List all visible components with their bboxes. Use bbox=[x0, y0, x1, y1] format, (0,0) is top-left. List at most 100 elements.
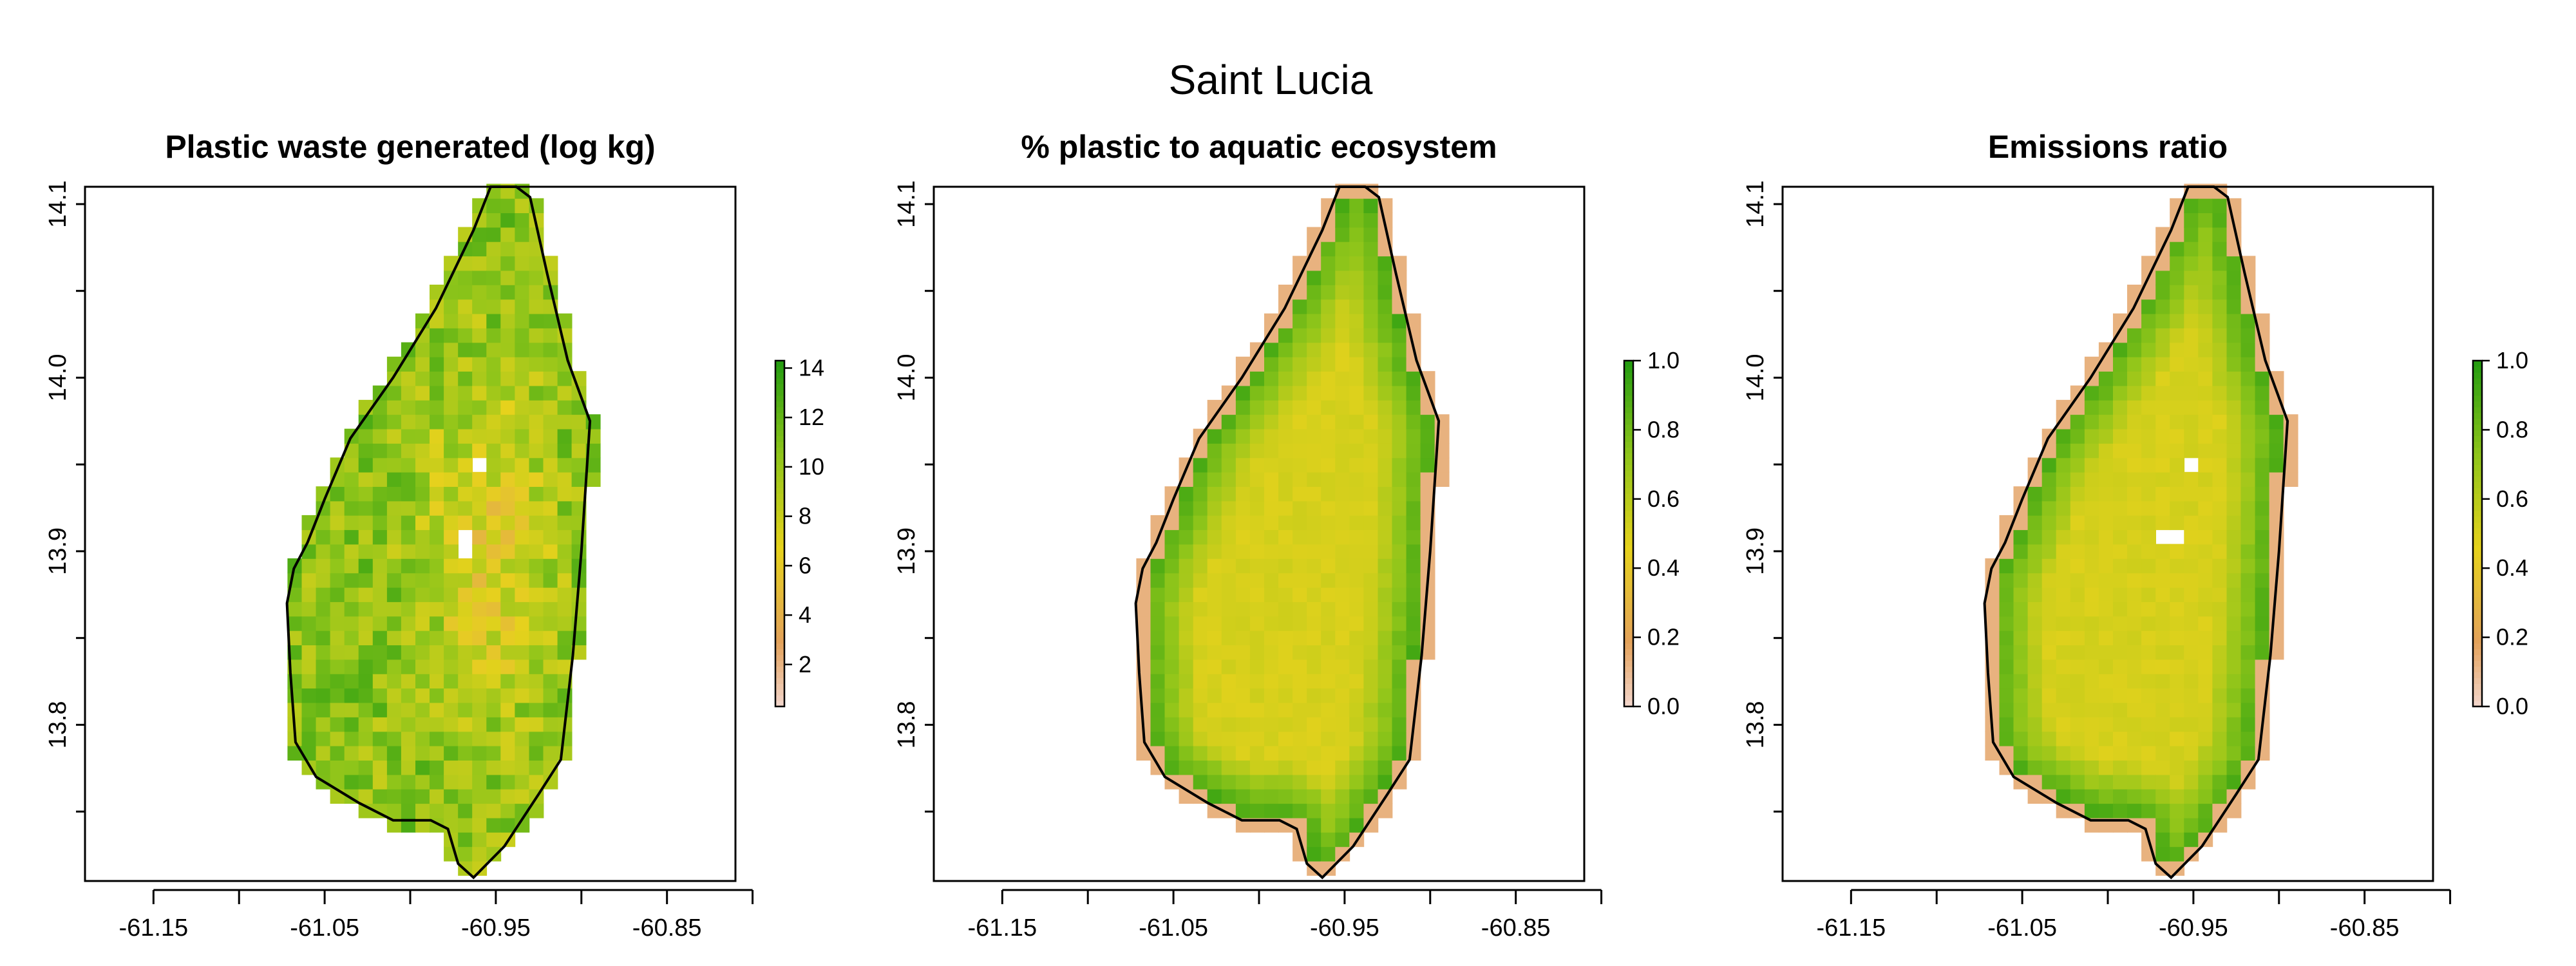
raster-cell bbox=[1179, 515, 1194, 531]
raster-cell bbox=[2255, 645, 2270, 660]
raster-cell bbox=[458, 788, 473, 804]
raster-cell bbox=[472, 573, 488, 588]
raster-cell bbox=[529, 371, 544, 386]
raster-cell bbox=[543, 428, 558, 444]
raster-cell bbox=[1249, 659, 1265, 674]
raster-cell bbox=[444, 486, 459, 502]
raster-cell bbox=[1406, 659, 1421, 674]
legend-swatch bbox=[2473, 643, 2482, 650]
legend-swatch bbox=[775, 695, 784, 701]
raster-cell bbox=[472, 385, 488, 401]
raster-cell bbox=[2113, 558, 2128, 574]
raster-cell bbox=[401, 803, 416, 819]
legend-swatch bbox=[2473, 574, 2482, 580]
raster-cell bbox=[2198, 745, 2213, 761]
raster-cell bbox=[486, 299, 502, 314]
raster-cell bbox=[1278, 645, 1293, 660]
raster-cell bbox=[2255, 573, 2270, 588]
x-tick-label: -61.05 bbox=[1139, 914, 1208, 942]
raster-cell bbox=[2013, 760, 2029, 775]
raster-cell bbox=[515, 645, 530, 660]
raster-cell bbox=[430, 745, 444, 761]
raster-cell bbox=[2127, 457, 2142, 473]
x-tick-label: -60.85 bbox=[2330, 914, 2400, 942]
raster-cell bbox=[1179, 760, 1194, 775]
raster-cell bbox=[472, 731, 488, 746]
raster-cell bbox=[2184, 558, 2199, 574]
raster-cell bbox=[2212, 688, 2228, 703]
raster-cell bbox=[529, 428, 544, 444]
raster-cell bbox=[1349, 817, 1365, 833]
raster-cell bbox=[1193, 702, 1208, 717]
raster-cell bbox=[1235, 659, 1251, 674]
raster-cell bbox=[1150, 673, 1166, 689]
raster-cell bbox=[529, 486, 544, 502]
raster-cell bbox=[330, 529, 345, 545]
raster-cell bbox=[2084, 616, 2099, 631]
raster-cell bbox=[1307, 573, 1322, 588]
raster-cell bbox=[2113, 486, 2128, 502]
raster-cell bbox=[372, 702, 388, 717]
raster-cell bbox=[1349, 630, 1365, 645]
raster-cell bbox=[557, 414, 573, 430]
raster-cell bbox=[1335, 544, 1350, 559]
raster-cell bbox=[330, 717, 345, 732]
raster-cell bbox=[358, 717, 374, 732]
raster-cell bbox=[1321, 328, 1336, 343]
raster-cell bbox=[2240, 471, 2256, 487]
raster-cell bbox=[2027, 558, 2043, 574]
y-tick-label: 14.0 bbox=[893, 354, 920, 401]
raster-cell bbox=[486, 673, 502, 689]
raster-cell bbox=[1985, 630, 2000, 645]
raster-cell bbox=[2198, 399, 2213, 415]
raster-cell bbox=[444, 702, 459, 717]
raster-cell bbox=[529, 731, 544, 746]
raster-cell bbox=[1985, 616, 2000, 631]
raster-cell bbox=[1249, 803, 1265, 819]
raster-cell bbox=[344, 673, 359, 689]
raster-cell bbox=[1349, 673, 1365, 689]
raster-cell bbox=[2255, 659, 2270, 674]
raster-cell bbox=[571, 601, 587, 617]
raster-cell bbox=[1307, 846, 1322, 862]
raster-cell bbox=[2141, 573, 2156, 588]
panel-1: Plastic waste generated (log kg)-61.15 -6… bbox=[44, 129, 824, 942]
raster-cell bbox=[2098, 399, 2114, 415]
raster-cell bbox=[358, 659, 374, 674]
raster-cell bbox=[1321, 500, 1336, 516]
raster-cell bbox=[1321, 817, 1336, 833]
raster-cell bbox=[472, 587, 488, 602]
plot-frame bbox=[84, 185, 737, 882]
raster-cell bbox=[1179, 731, 1194, 746]
raster-cell bbox=[1999, 645, 2014, 660]
raster-cell bbox=[1307, 717, 1322, 732]
raster-cell bbox=[557, 544, 573, 559]
raster-cell bbox=[1179, 558, 1194, 574]
raster-cell bbox=[2141, 601, 2156, 617]
raster-cell bbox=[372, 659, 388, 674]
legend-swatch bbox=[2473, 522, 2482, 529]
raster-cell bbox=[500, 616, 516, 631]
raster-cell bbox=[401, 399, 416, 415]
legend-swatch bbox=[1624, 470, 1633, 477]
raster-cell bbox=[2170, 399, 2185, 415]
raster-cell bbox=[472, 645, 488, 660]
raster-cell bbox=[515, 760, 530, 775]
raster-cell bbox=[2170, 471, 2185, 487]
raster-cell bbox=[2070, 558, 2085, 574]
raster-cell bbox=[1999, 573, 2014, 588]
raster-cell bbox=[2127, 616, 2142, 631]
raster-cell bbox=[2212, 717, 2228, 732]
raster-cell bbox=[1278, 630, 1293, 645]
legend-swatch bbox=[1624, 585, 1633, 592]
raster-cell bbox=[1363, 414, 1379, 430]
raster-cell bbox=[486, 558, 502, 574]
raster-cell bbox=[1335, 717, 1350, 732]
raster-cell bbox=[1164, 745, 1180, 761]
raster-cell bbox=[2155, 313, 2171, 328]
raster-cell bbox=[1335, 846, 1350, 862]
legend-swatch bbox=[2473, 625, 2482, 632]
raster-cell bbox=[543, 587, 558, 602]
raster-cell bbox=[1221, 659, 1236, 674]
raster-cell bbox=[1335, 342, 1350, 357]
